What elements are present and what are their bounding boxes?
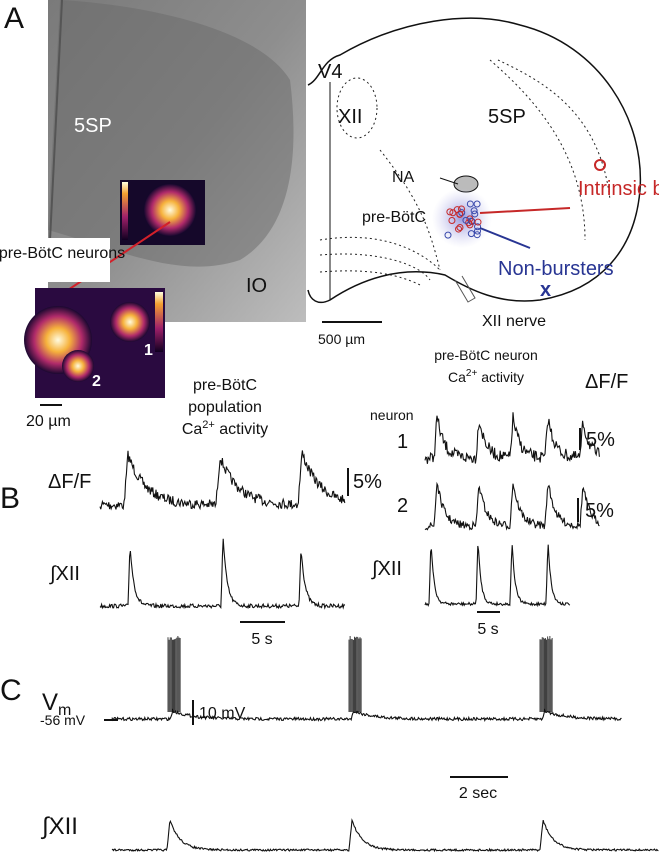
label: 5 s xyxy=(477,621,498,638)
cell xyxy=(466,200,474,208)
inset-spot xyxy=(62,350,94,382)
label: neuron xyxy=(370,407,414,423)
cell xyxy=(446,208,454,216)
photo-shade xyxy=(48,0,294,267)
trace xyxy=(111,818,659,853)
pointer xyxy=(479,207,571,214)
label-part: V xyxy=(42,689,58,716)
label: 2 sec xyxy=(459,785,497,802)
nerve xyxy=(454,275,476,303)
label: 1 xyxy=(397,431,408,453)
title: pre-BötC neuron xyxy=(434,347,538,363)
label: Non-bursters xyxy=(498,258,614,280)
label: 20 µm xyxy=(26,413,71,430)
colorbar xyxy=(155,292,163,352)
cell xyxy=(473,200,481,208)
trace xyxy=(111,708,622,722)
axis-label: ∫XII xyxy=(371,558,402,580)
axis-label: ΔF/F xyxy=(585,371,628,393)
cell xyxy=(470,207,478,215)
panel-letter: B xyxy=(0,482,20,515)
electrode xyxy=(49,0,63,241)
title: population xyxy=(188,399,262,416)
cell xyxy=(458,209,466,217)
title-part: activity xyxy=(215,421,268,438)
cell xyxy=(474,223,482,231)
cell xyxy=(455,225,463,233)
cell xyxy=(449,209,457,217)
colorbar xyxy=(122,182,128,240)
title-part: 2+ xyxy=(466,368,478,379)
label: XII xyxy=(338,106,362,128)
label-bg xyxy=(0,238,110,282)
axis-label: ΔF/F xyxy=(48,471,91,493)
tracts xyxy=(319,236,441,286)
trace xyxy=(424,544,571,608)
tracts xyxy=(379,59,611,271)
label: 2 xyxy=(397,495,408,517)
label: Intrinsic bursters xyxy=(578,178,659,200)
inset-spot xyxy=(144,184,196,236)
cell xyxy=(466,215,474,223)
title: Ca2+ activity xyxy=(182,419,268,438)
label: 1 xyxy=(144,342,153,359)
label: 5SP xyxy=(74,115,112,137)
label-part: m xyxy=(58,702,71,719)
label: 5% xyxy=(585,500,614,522)
cell xyxy=(474,227,482,235)
label: XII nerve xyxy=(482,313,546,330)
label: NA xyxy=(392,169,415,186)
cell-markers xyxy=(444,200,482,239)
pointer xyxy=(479,227,531,249)
inset-spot xyxy=(110,302,150,342)
title-part: Ca xyxy=(182,421,203,438)
cell xyxy=(456,223,464,231)
nucleus xyxy=(336,77,378,139)
axis-label: ∫XII xyxy=(49,563,80,585)
axis-label: ∫XII xyxy=(40,813,78,840)
prebotc-area xyxy=(432,188,492,248)
legend-symbol xyxy=(594,159,606,171)
trace xyxy=(424,481,600,531)
label: 2 xyxy=(92,373,101,390)
cell xyxy=(448,216,456,224)
title: pre-BötC xyxy=(193,377,257,394)
label: IO xyxy=(246,275,267,297)
trace xyxy=(99,450,346,511)
panel-letter: C xyxy=(0,674,22,707)
label: 5 s xyxy=(251,631,272,648)
legend-symbol: x xyxy=(540,279,551,301)
trace xyxy=(99,538,346,610)
traces xyxy=(99,412,659,853)
title-part: 2+ xyxy=(202,419,215,431)
title: Ca2+ activity xyxy=(448,368,524,385)
cell xyxy=(474,218,482,226)
outline xyxy=(307,17,642,304)
label: 5% xyxy=(353,471,382,493)
cell xyxy=(456,210,464,218)
label: pre-BötC xyxy=(362,209,426,226)
title-part: Ca xyxy=(448,369,466,385)
label: V4 xyxy=(318,61,342,83)
trace xyxy=(424,412,600,464)
cell xyxy=(444,231,452,239)
axis-label: Vm xyxy=(42,689,71,719)
label: pre-BötC neurons xyxy=(0,245,125,262)
label: 500 µm xyxy=(318,331,365,347)
label: -56 mV xyxy=(40,712,86,728)
label: 5SP xyxy=(488,106,526,128)
cell xyxy=(467,230,475,238)
pointer xyxy=(439,177,459,185)
cell xyxy=(462,216,470,224)
title-part: activity xyxy=(477,369,524,385)
cell xyxy=(471,210,479,218)
panel-letter: A xyxy=(4,2,24,35)
